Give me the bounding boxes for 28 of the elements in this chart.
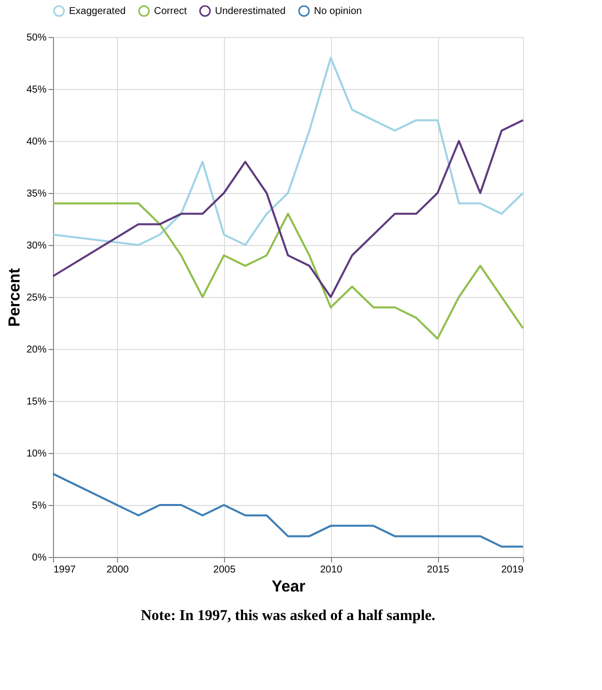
text: Note: In 1997, this was asked of a half sample. [140,608,436,624]
legend-label: Exaggerated [69,6,126,17]
y-tick-label: 25% [26,292,47,304]
line-series [52,119,524,298]
y-tick-label: 50% [26,32,47,44]
legend-label: Underestimated [215,6,286,17]
x-tick-label: 2019 [501,564,524,576]
x-tick-label: 2000 [106,564,130,576]
x-tick-label: 1997 [54,564,76,576]
y-tick-label: 35% [26,188,47,200]
y-tick-label: 0% [32,552,47,564]
y-tick-label: 20% [26,344,47,356]
line-series [52,56,524,246]
legend-label: Correct [154,6,188,17]
y-tick-label: 30% [26,240,47,252]
y-tick-label: 40% [26,136,47,148]
y-tick-label: 45% [26,84,47,96]
y-tick-label: 15% [26,396,47,408]
x-tick-label: 2010 [320,564,343,576]
x-tick-label: 2005 [213,564,236,576]
legend-label: No opinion [314,6,362,17]
x-tick-label: 2015 [426,564,450,576]
y-tick-label: 10% [26,448,47,460]
x-axis-title: Year [272,578,306,596]
y-axis-title: Percent [6,267,24,327]
line-series [52,202,524,340]
line-series [52,472,524,548]
y-tick-label: 5% [32,500,47,512]
